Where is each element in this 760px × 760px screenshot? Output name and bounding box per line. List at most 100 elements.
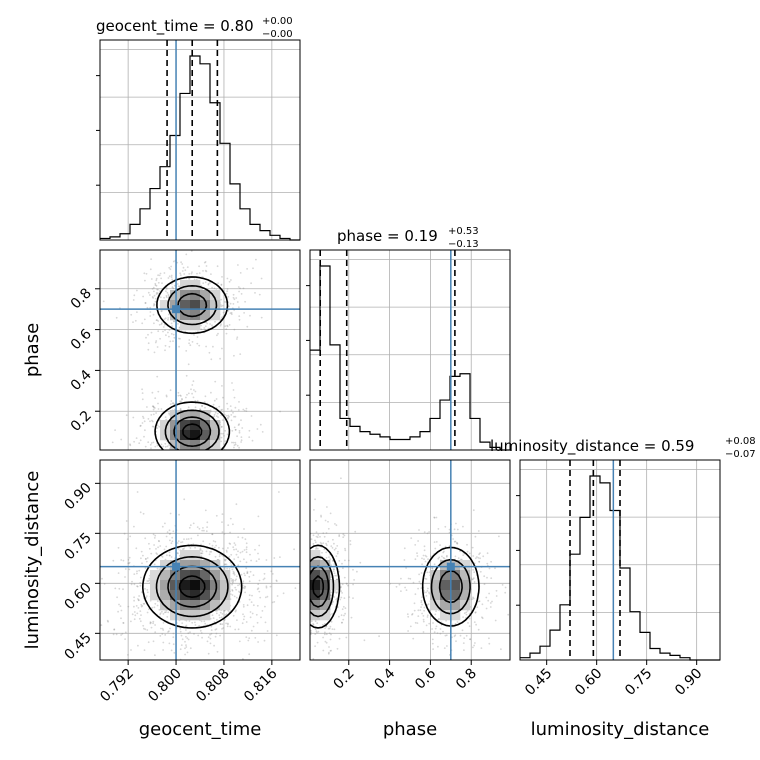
sample-point xyxy=(211,286,214,289)
sample-point xyxy=(466,610,469,612)
sample-point xyxy=(235,578,238,581)
sample-point xyxy=(219,623,222,625)
y-tick-label: 0.2 xyxy=(68,408,95,435)
sample-point xyxy=(258,558,260,560)
sample-point xyxy=(180,634,183,637)
histogram-step-geocent-time xyxy=(100,55,300,241)
sample-point xyxy=(400,577,402,580)
sample-point xyxy=(179,408,182,411)
panel-geocent-time-histogram xyxy=(100,40,300,241)
sample-point xyxy=(129,444,132,447)
sample-point xyxy=(169,627,171,630)
sample-point xyxy=(454,555,457,558)
sample-point xyxy=(153,351,156,354)
sample-point xyxy=(162,641,165,644)
sample-point xyxy=(340,477,342,480)
sample-point xyxy=(172,632,175,635)
sample-point xyxy=(211,544,214,547)
density-cell xyxy=(320,600,331,611)
sample-point xyxy=(316,641,319,644)
sample-point xyxy=(179,400,181,403)
sample-point xyxy=(218,555,221,558)
sample-point xyxy=(265,585,268,588)
sample-point xyxy=(101,577,103,580)
sample-point xyxy=(137,607,140,609)
sample-point xyxy=(242,580,245,583)
sample-point xyxy=(150,626,153,629)
sample-point xyxy=(423,545,426,548)
sample-point xyxy=(421,612,423,615)
sample-point xyxy=(161,525,164,528)
sample-point xyxy=(245,551,248,554)
sample-point xyxy=(131,580,133,583)
sample-point xyxy=(224,563,227,566)
sample-point xyxy=(249,616,252,619)
sample-point xyxy=(238,431,241,434)
sample-point xyxy=(213,644,216,647)
sample-point xyxy=(457,557,460,559)
sample-point xyxy=(179,272,182,275)
sample-point xyxy=(155,412,158,414)
sample-point xyxy=(154,407,156,409)
density-cell xyxy=(210,300,221,311)
sample-point xyxy=(160,627,162,630)
sample-point xyxy=(143,649,146,651)
sample-point xyxy=(140,557,142,560)
sample-point xyxy=(200,549,202,551)
sample-point xyxy=(194,624,197,626)
sample-point xyxy=(340,590,342,593)
sample-point xyxy=(465,634,468,637)
sample-point xyxy=(196,399,199,402)
sample-point xyxy=(156,292,159,295)
sample-point xyxy=(143,602,146,605)
sample-point xyxy=(138,617,141,620)
sample-point xyxy=(336,647,339,650)
sample-point xyxy=(352,583,354,586)
sample-point xyxy=(249,553,251,556)
sample-point xyxy=(149,306,152,309)
sample-point xyxy=(491,600,493,603)
sample-point xyxy=(331,547,334,549)
sample-point xyxy=(430,555,432,558)
sample-point xyxy=(441,555,443,558)
sample-point xyxy=(221,276,223,278)
sample-point xyxy=(232,441,235,444)
sample-point xyxy=(421,563,423,566)
panel-phase-vs-luminosity-distance xyxy=(310,460,510,660)
sample-point xyxy=(477,600,480,603)
sample-point xyxy=(262,578,265,581)
sample-point xyxy=(191,384,194,386)
sample-point xyxy=(344,547,346,550)
sample-point xyxy=(154,624,157,626)
sample-point xyxy=(190,250,193,252)
sample-point xyxy=(472,596,474,599)
sample-point xyxy=(210,391,212,394)
sample-point xyxy=(242,604,245,606)
sample-point xyxy=(241,550,244,553)
sample-point xyxy=(243,409,246,412)
sample-point xyxy=(165,290,167,293)
sample-point xyxy=(200,324,202,327)
sample-point xyxy=(196,342,199,345)
sample-point xyxy=(422,554,425,557)
sample-point xyxy=(232,411,234,414)
sample-point xyxy=(421,596,423,599)
sample-point xyxy=(136,289,138,292)
sample-point xyxy=(148,547,151,550)
sample-point xyxy=(314,539,316,542)
sample-point xyxy=(142,602,145,605)
sample-point xyxy=(233,446,235,449)
sample-point xyxy=(446,554,448,557)
sample-point xyxy=(164,344,167,347)
sample-point xyxy=(232,579,235,582)
density-cell xyxy=(310,570,321,581)
density-cell xyxy=(160,560,171,571)
sample-point xyxy=(258,544,261,547)
sample-point xyxy=(233,573,236,576)
sample-point xyxy=(139,610,142,612)
sample-point xyxy=(188,277,191,280)
sample-point xyxy=(199,408,201,411)
sample-point xyxy=(188,273,191,275)
sample-point xyxy=(146,406,148,408)
title-phase-plus: +0.53 xyxy=(448,226,479,237)
